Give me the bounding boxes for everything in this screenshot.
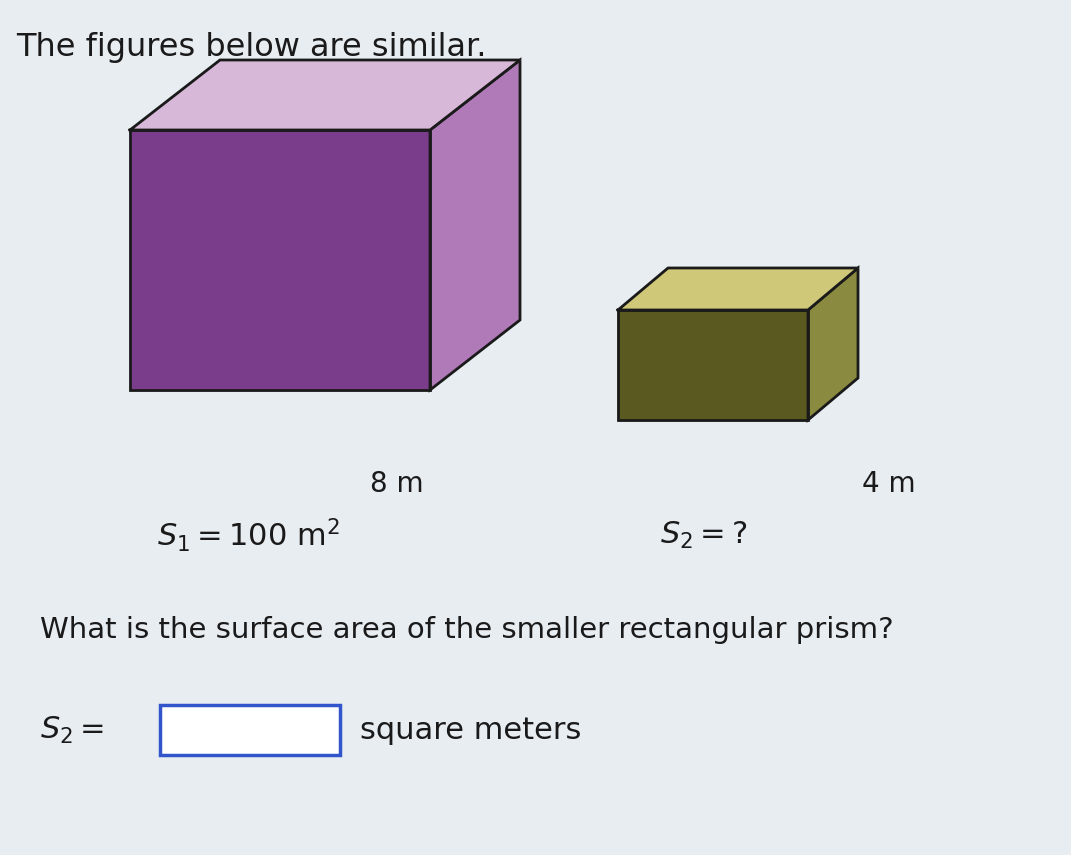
- FancyBboxPatch shape: [160, 705, 340, 755]
- Polygon shape: [618, 310, 808, 420]
- Text: $S_1 = 100\ \mathrm{m}^2$: $S_1 = 100\ \mathrm{m}^2$: [156, 516, 340, 554]
- Polygon shape: [808, 268, 858, 420]
- Text: The figures below are similar.: The figures below are similar.: [16, 32, 486, 63]
- Polygon shape: [618, 268, 858, 310]
- Text: square meters: square meters: [360, 716, 582, 745]
- Text: 4 m: 4 m: [862, 470, 916, 498]
- Polygon shape: [130, 130, 429, 390]
- Text: $S_2 = ?$: $S_2 = ?$: [660, 520, 748, 551]
- Text: 8 m: 8 m: [369, 470, 424, 498]
- Text: $S_2 =$: $S_2 =$: [40, 715, 104, 746]
- Text: What is the surface area of the smaller rectangular prism?: What is the surface area of the smaller …: [40, 616, 893, 644]
- Polygon shape: [429, 60, 521, 390]
- Polygon shape: [130, 60, 521, 130]
